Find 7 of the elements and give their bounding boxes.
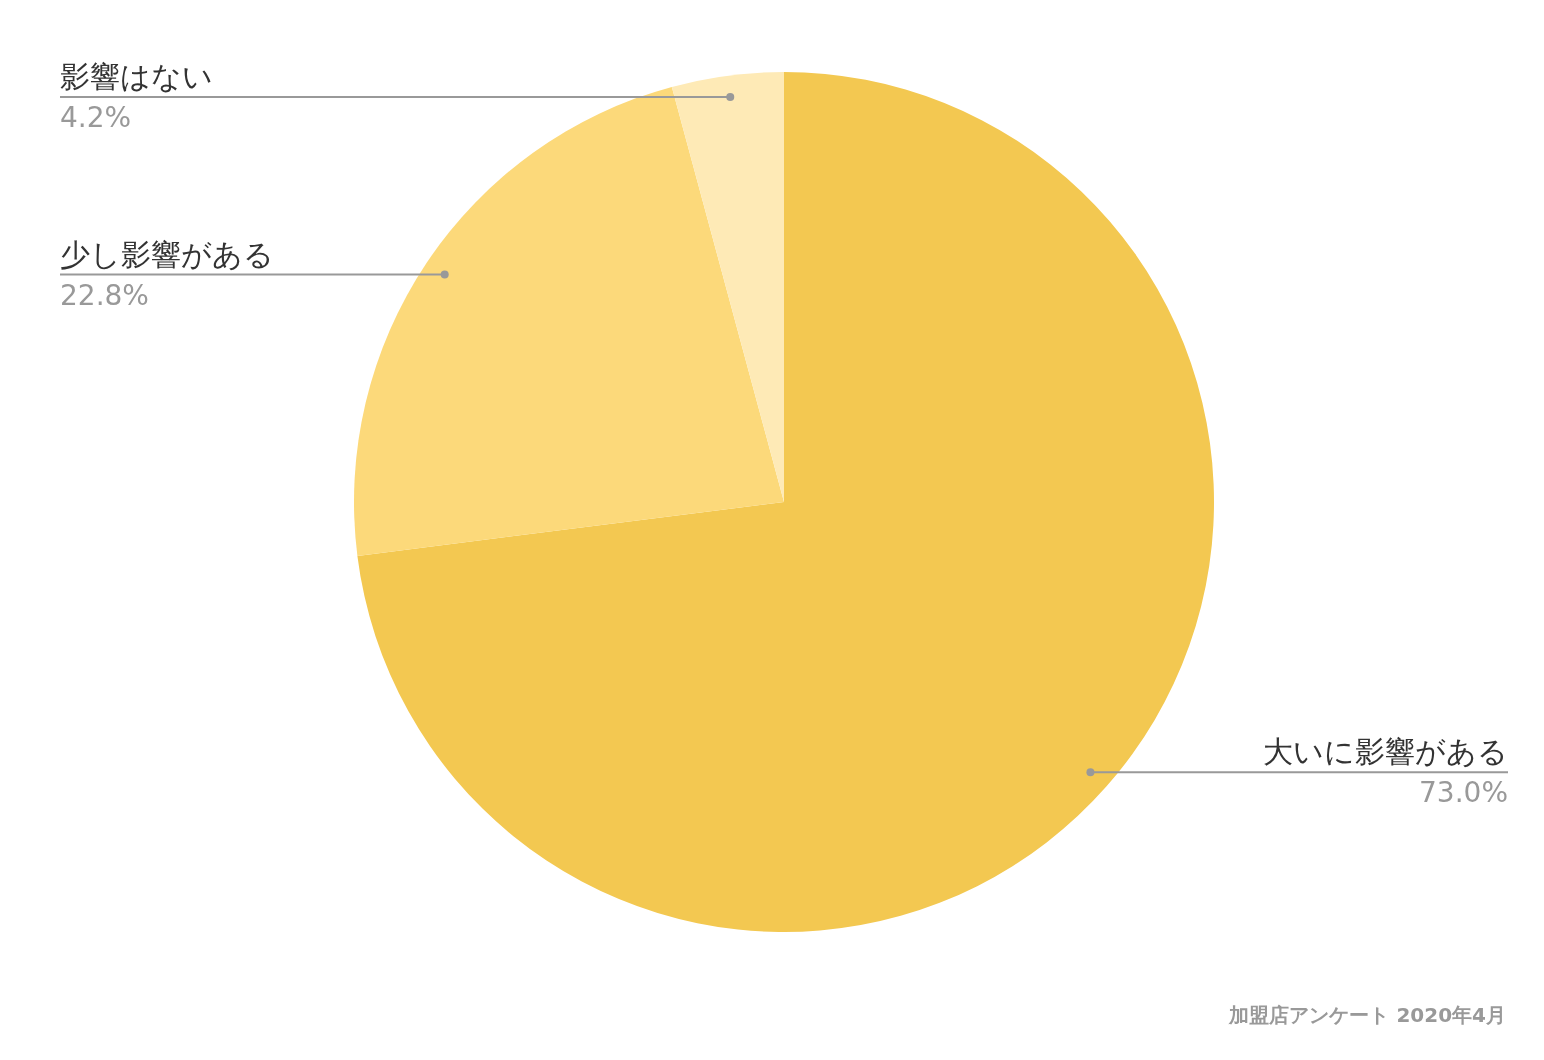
data-label: 73.0% [1419,776,1508,810]
slice-label: 少し影響がある [60,236,274,272]
text: 加盟店アンケート 2020年4月 [1228,1003,1506,1027]
data-label: 4.2% [60,101,132,135]
data-label: 22.8% [60,278,149,312]
slice-label: 影響はない [60,59,213,95]
slice-label: 大いに影響がある [1263,734,1508,770]
